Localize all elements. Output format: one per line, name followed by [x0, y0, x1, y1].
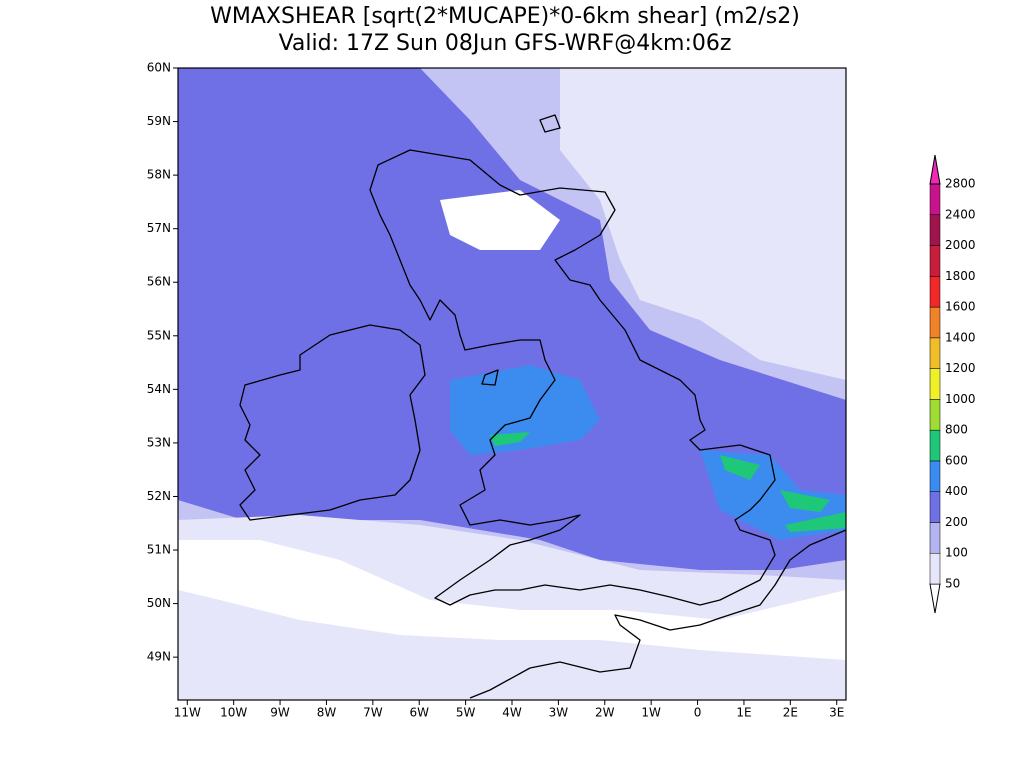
colorbar-label: 200 [945, 515, 968, 529]
colorbar-box [929, 399, 941, 431]
colorbar-box [929, 460, 941, 492]
colorbar-box [929, 337, 941, 369]
colorbar-label: 2000 [945, 238, 976, 252]
lat-tick-label: 55N [147, 328, 171, 342]
colorbar-label: 1000 [945, 392, 976, 406]
lat-tick-label: 58N [147, 168, 171, 182]
colorbar-box [929, 368, 941, 400]
colorbar-label: 2800 [945, 177, 976, 191]
colorbar-box [929, 429, 941, 462]
lat-tick-label: 57N [147, 221, 171, 235]
colorbar-low [929, 583, 941, 614]
lat-tick-label: 59N [147, 114, 171, 128]
lon-tick-label: 2W [595, 706, 615, 720]
lon-tick-label: 5W [456, 706, 476, 720]
map-title: WMAXSHEAR [sqrt(2*MUCAPE)*0-6km shear] (… [210, 4, 800, 29]
lon-tick-label: 1W [641, 706, 661, 720]
lon-tick-label: 2E [783, 706, 798, 720]
lat-tick-label: 50N [147, 596, 171, 610]
colorbar-label: 1200 [945, 361, 976, 375]
colorbar-box [929, 522, 941, 554]
colorbar-box [929, 306, 941, 339]
colorbar-label: 800 [945, 423, 968, 437]
colorbar-label: 600 [945, 453, 968, 467]
colorbar-box [929, 214, 941, 246]
lon-tick-label: 10W [220, 706, 247, 720]
lon-tick-label: 3W [549, 706, 569, 720]
lon-tick-label: 3E [829, 706, 844, 720]
colorbar-label: 1400 [945, 330, 976, 344]
colorbar-box [929, 183, 941, 216]
lon-tick-label: 1E [736, 706, 751, 720]
lat-tick-label: 49N [147, 650, 171, 664]
colorbar-box [929, 245, 941, 277]
lat-tick-label: 60N [147, 61, 171, 75]
colorbar-box [929, 491, 941, 523]
colorbar-label: 1800 [945, 269, 976, 283]
colorbar-box [929, 276, 941, 308]
colorbar-high [929, 154, 941, 185]
lon-tick-label: 4W [502, 706, 522, 720]
lon-tick-label: 6W [409, 706, 429, 720]
colorbar-label: 2400 [945, 207, 976, 221]
lat-tick-label: 51N [147, 543, 171, 557]
colorbar-label: 50 [945, 577, 960, 591]
lat-tick-label: 52N [147, 489, 171, 503]
field [178, 68, 846, 700]
lon-tick-label: 0 [694, 706, 702, 720]
colorbar-label: 100 [945, 546, 968, 560]
lat-tick-label: 54N [147, 382, 171, 396]
lat-tick-label: 56N [147, 275, 171, 289]
lat-tick-label: 53N [147, 435, 171, 449]
lon-tick-label: 9W [270, 706, 290, 720]
colorbar-label: 1600 [945, 300, 976, 314]
lon-tick-label: 11W [174, 706, 201, 720]
map-subtitle: Valid: 17Z Sun 08Jun GFS-WRF@4km:06z [279, 31, 732, 56]
lon-tick-label: 8W [317, 706, 337, 720]
lon-tick-label: 7W [363, 706, 383, 720]
colorbar-box [929, 552, 941, 585]
colorbar-label: 400 [945, 484, 968, 498]
